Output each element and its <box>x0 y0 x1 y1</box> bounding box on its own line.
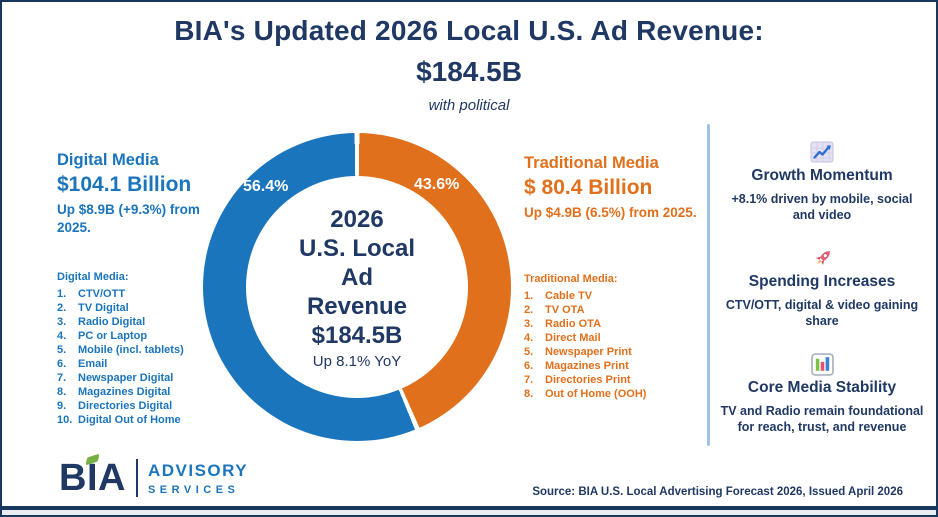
page-title-amount: $184.5B <box>416 56 522 87</box>
digital-list-item: 5. Mobile (incl. tablets) <box>57 344 184 356</box>
traditional-list-item: 2. TV OTA <box>524 304 585 316</box>
donut-center-growth: Up 8.1% YoY <box>312 352 402 370</box>
logo-wordmark: ADVISORY SERVICES <box>148 461 248 496</box>
digital-list-item: 1. CTV/OTT <box>57 288 126 300</box>
donut-center-line: Revenue <box>306 292 408 320</box>
insight-stability-title: Core Media Stability <box>747 379 897 396</box>
digital-share-label: 56.4% <box>243 178 289 195</box>
insight-stability-body: TV and Radio remain foundational for rea… <box>720 404 924 434</box>
insights-panel: Growth Momentum +8.1% driven by mobile, … <box>714 140 930 458</box>
insight-spending: Spending Increases CTV/OTT, digital & vi… <box>720 246 925 329</box>
digital-list-item: 2. TV Digital <box>57 302 129 314</box>
traditional-media-change: Up $4.9B (6.5%) from 2025. <box>524 205 697 220</box>
insight-growth-body: +8.1% driven by mobile, social and video <box>731 192 913 222</box>
bottom-strip <box>2 510 936 515</box>
logo-divider <box>135 459 138 497</box>
traditional-list-title: Traditional Media: <box>524 273 618 285</box>
source-text: Source: BIA U.S. Local Advertising Forec… <box>532 486 903 498</box>
digital-list-item: 4. PC or Laptop <box>57 330 148 342</box>
digital-media-heading: Digital Media <box>57 151 159 169</box>
logo-advisory-label: ADVISORY <box>147 460 249 480</box>
insight-spending-title: Spending Increases <box>748 273 896 290</box>
insight-growth-title: Growth Momentum <box>751 167 893 184</box>
traditional-media-list: Traditional Media: 1. Cable TV 2. TV OTA 3… <box>524 272 709 401</box>
logo-bia-text: BIA <box>59 453 126 497</box>
insight-spending-body: CTV/OTT, digital & video gaining share <box>725 298 919 328</box>
digital-list-title: Digital Media: <box>57 271 129 283</box>
digital-list-item: 8. Magazines Digital <box>57 386 171 398</box>
donut-center-line: 2026 <box>330 205 384 233</box>
donut-center-line: $184.5B <box>311 321 403 349</box>
digital-list-item: 10. Digital Out of Home <box>57 414 181 426</box>
digital-media-summary: Digital Media $104.1 Billion Up $8.9B (+… <box>57 151 222 237</box>
traditional-list-item: 3. Radio OTA <box>524 318 602 330</box>
traditional-media-amount: $ 80.4 Billion <box>524 176 653 199</box>
chart-increasing-icon <box>810 140 834 164</box>
donut-center: 2026 U.S. Local Ad Revenue $184.5B Up 8.… <box>246 176 468 398</box>
traditional-list-item: 7. Directories Print <box>524 374 631 386</box>
insight-growth: Growth Momentum +8.1% driven by mobile, … <box>720 140 925 223</box>
traditional-list-item: 8. Out of Home (OOH) <box>524 388 647 400</box>
digital-media-change: Up $8.9B (+9.3%) from 2025. <box>57 202 200 236</box>
page-subtitle: with political <box>428 97 510 114</box>
donut-center-line: Ad <box>341 263 373 291</box>
logo-services-label: SERVICES <box>147 483 240 496</box>
page-header: BIA's Updated 2026 Local U.S. Ad Revenue… <box>2 15 936 114</box>
page-title: BIA's Updated 2026 Local U.S. Ad Revenue… <box>174 15 764 46</box>
digital-list-item: 3. Radio Digital <box>57 316 146 328</box>
donut-center-line: U.S. Local <box>298 234 416 262</box>
traditional-list-item: 5. Newspaper Print <box>524 346 632 358</box>
bia-logo: BIA ADVISORY SERVICES <box>59 453 248 497</box>
insight-stability: Core Media Stability TV and Radio remain… <box>720 352 925 435</box>
digital-media-amount: $104.1 Billion <box>57 173 192 196</box>
traditional-media-heading: Traditional Media <box>524 154 659 172</box>
digital-list-item: 7. Newspaper Digital <box>57 372 174 384</box>
digital-media-list: Digital Media: 1. CTV/OTT 2. TV Digital 3.… <box>57 270 242 427</box>
traditional-list-item: 1. Cable TV <box>524 290 593 302</box>
digital-list-item: 6. Email <box>57 358 108 370</box>
traditional-share-label: 43.6% <box>414 176 460 193</box>
traditional-media-summary: Traditional Media $ 80.4 Billion Up $4.9… <box>524 154 714 222</box>
traditional-list-item: 4. Direct Mail <box>524 332 601 344</box>
bar-chart-icon <box>810 352 834 376</box>
digital-list-item: 9. Directories Digital <box>57 400 173 412</box>
donut-chart: 56.4% 43.6% 2026 U.S. Local Ad Revenue $… <box>203 133 511 441</box>
vertical-divider <box>707 124 710 446</box>
bottom-rule <box>2 506 936 510</box>
rocket-icon <box>811 246 834 270</box>
traditional-list-item: 6. Magazines Print <box>524 360 629 372</box>
